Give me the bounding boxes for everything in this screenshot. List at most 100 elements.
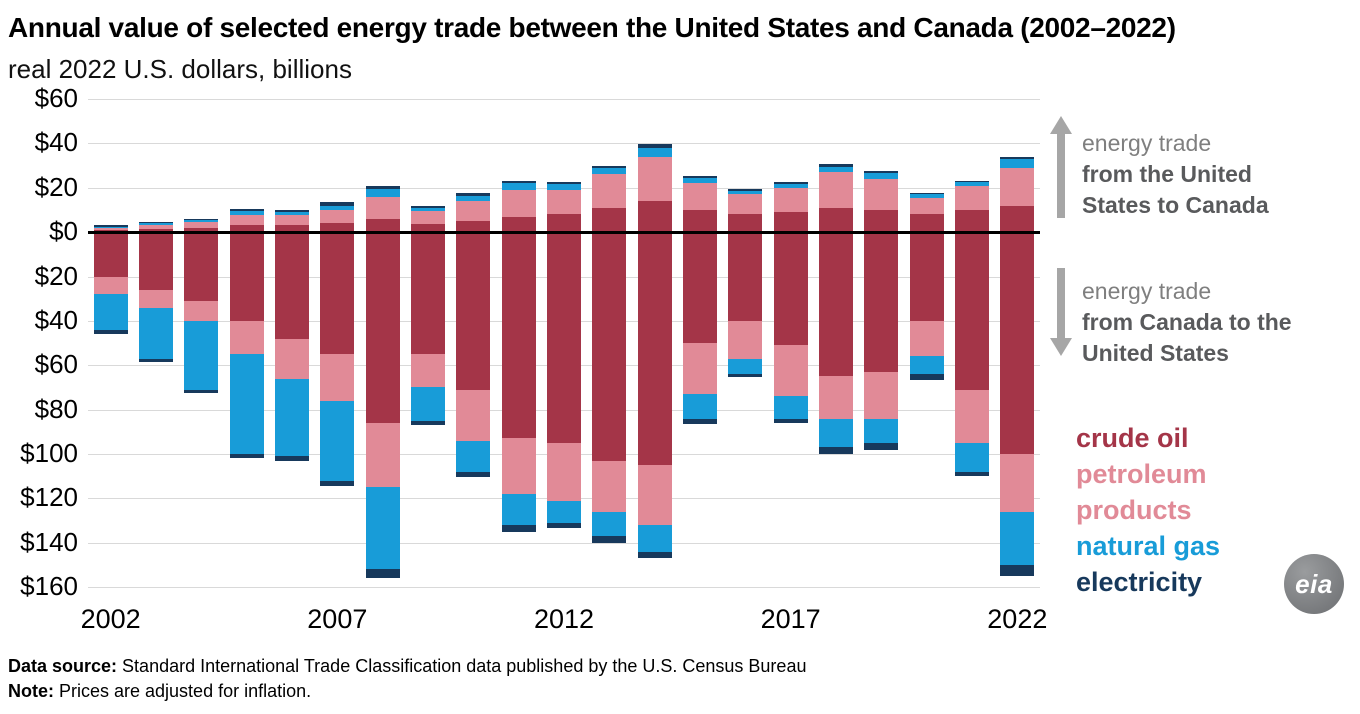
bar-natural_gas-2004-canada-to-us bbox=[184, 320, 219, 390]
bar-crude_oil-2008-us-to-canada bbox=[365, 218, 400, 233]
bar-petroleum_products-2011-canada-to-us bbox=[501, 438, 536, 494]
bar-natural_gas-2002-us-to-canada bbox=[93, 226, 128, 228]
bar-petroleum_products-2018-us-to-canada bbox=[819, 172, 853, 208]
bar-natural_gas-2013-us-to-canada bbox=[592, 167, 627, 175]
bar-electricity-2003-us-to-canada bbox=[139, 222, 173, 224]
bar-natural_gas-2008-us-to-canada bbox=[365, 188, 400, 197]
bar-electricity-2010-us-to-canada bbox=[456, 193, 491, 196]
bar-electricity-2009-us-to-canada bbox=[411, 205, 445, 208]
y-axis-tick-label: $160 bbox=[20, 571, 78, 602]
annotation-canada-to-us-line1: energy trade bbox=[1082, 278, 1212, 304]
bar-crude_oil-2003-us-to-canada bbox=[139, 228, 173, 233]
bar-crude_oil-2021-canada-to-us bbox=[955, 232, 989, 390]
bar-natural_gas-2022-us-to-canada bbox=[1000, 158, 1035, 168]
bar-natural_gas-2021-canada-to-us bbox=[955, 442, 989, 472]
bar-petroleum_products-2019-canada-to-us bbox=[864, 371, 899, 419]
bar-electricity-2012-canada-to-us bbox=[547, 522, 581, 529]
gridline bbox=[88, 143, 1040, 145]
arrow-up-icon bbox=[1050, 116, 1072, 218]
bar-crude_oil-2013-us-to-canada bbox=[592, 207, 627, 233]
bar-electricity-2012-us-to-canada bbox=[547, 182, 581, 185]
bar-electricity-2002-canada-to-us bbox=[93, 329, 128, 335]
bar-natural_gas-2017-canada-to-us bbox=[773, 396, 808, 419]
bar-petroleum_products-2009-canada-to-us bbox=[411, 354, 445, 388]
bar-petroleum_products-2006-us-to-canada bbox=[275, 215, 309, 226]
y-axis-tick-label: $80 bbox=[34, 393, 78, 424]
footer-note: Note: Prices are adjusted for inflation. bbox=[8, 681, 311, 702]
bar-crude_oil-2014-canada-to-us bbox=[637, 232, 672, 466]
bar-petroleum_products-2013-canada-to-us bbox=[592, 460, 627, 512]
bar-natural_gas-2019-us-to-canada bbox=[864, 173, 899, 179]
bar-petroleum_products-2002-us-to-canada bbox=[93, 227, 128, 230]
bar-crude_oil-2009-us-to-canada bbox=[411, 224, 445, 233]
bar-natural_gas-2007-canada-to-us bbox=[320, 400, 355, 481]
bar-crude_oil-2022-us-to-canada bbox=[1000, 205, 1035, 233]
bar-crude_oil-2016-us-to-canada bbox=[728, 214, 763, 233]
bar-petroleum_products-2003-us-to-canada bbox=[139, 225, 173, 229]
bar-natural_gas-2009-us-to-canada bbox=[411, 207, 445, 212]
bar-natural_gas-2003-us-to-canada bbox=[139, 223, 173, 226]
bar-petroleum_products-2013-us-to-canada bbox=[592, 174, 627, 208]
bar-crude_oil-2020-us-to-canada bbox=[909, 214, 944, 233]
bar-electricity-2016-us-to-canada bbox=[728, 188, 763, 192]
y-axis-tick-label: $0 bbox=[49, 216, 78, 247]
bar-electricity-2018-canada-to-us bbox=[819, 447, 853, 454]
bar-crude_oil-2020-canada-to-us bbox=[909, 232, 944, 321]
bar-petroleum_products-2007-us-to-canada bbox=[320, 209, 355, 224]
y-axis-tick-label: $100 bbox=[20, 437, 78, 468]
bar-natural_gas-2015-us-to-canada bbox=[683, 177, 717, 184]
bar-crude_oil-2010-us-to-canada bbox=[456, 221, 491, 233]
bar-crude_oil-2007-canada-to-us bbox=[320, 232, 355, 355]
bar-electricity-2006-canada-to-us bbox=[275, 456, 309, 461]
bar-petroleum_products-2017-us-to-canada bbox=[773, 187, 808, 213]
legend-item-petroleum_products: petroleum products bbox=[1076, 459, 1207, 525]
bar-petroleum_products-2014-canada-to-us bbox=[637, 465, 672, 525]
chart-legend: crude oil petroleum products natural gas el… bbox=[1076, 420, 1316, 600]
bar-electricity-2008-canada-to-us bbox=[365, 569, 400, 579]
y-axis-tick-label: $140 bbox=[20, 526, 78, 557]
bar-electricity-2021-us-to-canada bbox=[955, 181, 989, 183]
bar-natural_gas-2012-us-to-canada bbox=[547, 184, 581, 190]
arrow-down-icon bbox=[1050, 268, 1072, 356]
bar-electricity-2005-us-to-canada bbox=[229, 208, 264, 212]
bar-petroleum_products-2022-us-to-canada bbox=[1000, 167, 1035, 206]
bar-natural_gas-2004-us-to-canada bbox=[184, 219, 219, 223]
bar-crude_oil-2006-us-to-canada bbox=[275, 225, 309, 233]
x-axis: 2002 2007 2012 2017 2022 bbox=[81, 604, 1048, 636]
bar-natural_gas-2008-canada-to-us bbox=[365, 487, 400, 570]
bar-crude_oil-2021-us-to-canada bbox=[955, 209, 989, 233]
bar-crude_oil-2011-us-to-canada bbox=[501, 216, 536, 233]
bar-crude_oil-2011-canada-to-us bbox=[501, 232, 536, 439]
bar-natural_gas-2016-canada-to-us bbox=[728, 358, 763, 375]
bar-electricity-2004-canada-to-us bbox=[184, 389, 219, 393]
bar-electricity-2020-us-to-canada bbox=[909, 193, 944, 195]
bar-crude_oil-2007-us-to-canada bbox=[320, 223, 355, 233]
bar-natural_gas-2005-canada-to-us bbox=[229, 354, 264, 454]
bar-natural_gas-2006-canada-to-us bbox=[275, 378, 309, 457]
bar-natural_gas-2007-us-to-canada bbox=[320, 205, 355, 210]
bar-petroleum_products-2008-us-to-canada bbox=[365, 196, 400, 219]
bar-natural_gas-2022-canada-to-us bbox=[1000, 511, 1035, 565]
bar-electricity-2020-canada-to-us bbox=[909, 374, 944, 380]
gridline bbox=[88, 99, 1040, 100]
bar-electricity-2009-canada-to-us bbox=[411, 420, 445, 426]
bar-crude_oil-2015-us-to-canada bbox=[683, 209, 717, 233]
bar-natural_gas-2017-us-to-canada bbox=[773, 184, 808, 188]
bar-electricity-2021-canada-to-us bbox=[955, 471, 989, 477]
bar-petroleum_products-2003-canada-to-us bbox=[139, 289, 173, 308]
bar-natural_gas-2019-canada-to-us bbox=[864, 418, 899, 443]
bar-petroleum_products-2018-canada-to-us bbox=[819, 376, 853, 419]
bar-natural_gas-2010-us-to-canada bbox=[456, 195, 491, 202]
bar-electricity-2004-us-to-canada bbox=[184, 218, 219, 220]
bar-natural_gas-2014-canada-to-us bbox=[637, 525, 672, 552]
bar-electricity-2007-us-to-canada bbox=[320, 202, 355, 206]
gridline bbox=[88, 542, 1040, 544]
bar-petroleum_products-2016-canada-to-us bbox=[728, 320, 763, 359]
bar-crude_oil-2018-us-to-canada bbox=[819, 207, 853, 233]
bar-natural_gas-2003-canada-to-us bbox=[139, 307, 173, 359]
bar-natural_gas-2005-us-to-canada bbox=[229, 211, 264, 216]
bar-electricity-2010-canada-to-us bbox=[456, 471, 491, 478]
bar-natural_gas-2016-us-to-canada bbox=[728, 191, 763, 195]
bar-petroleum_products-2010-us-to-canada bbox=[456, 201, 491, 222]
x-axis-tick-label: 2017 bbox=[760, 604, 821, 634]
